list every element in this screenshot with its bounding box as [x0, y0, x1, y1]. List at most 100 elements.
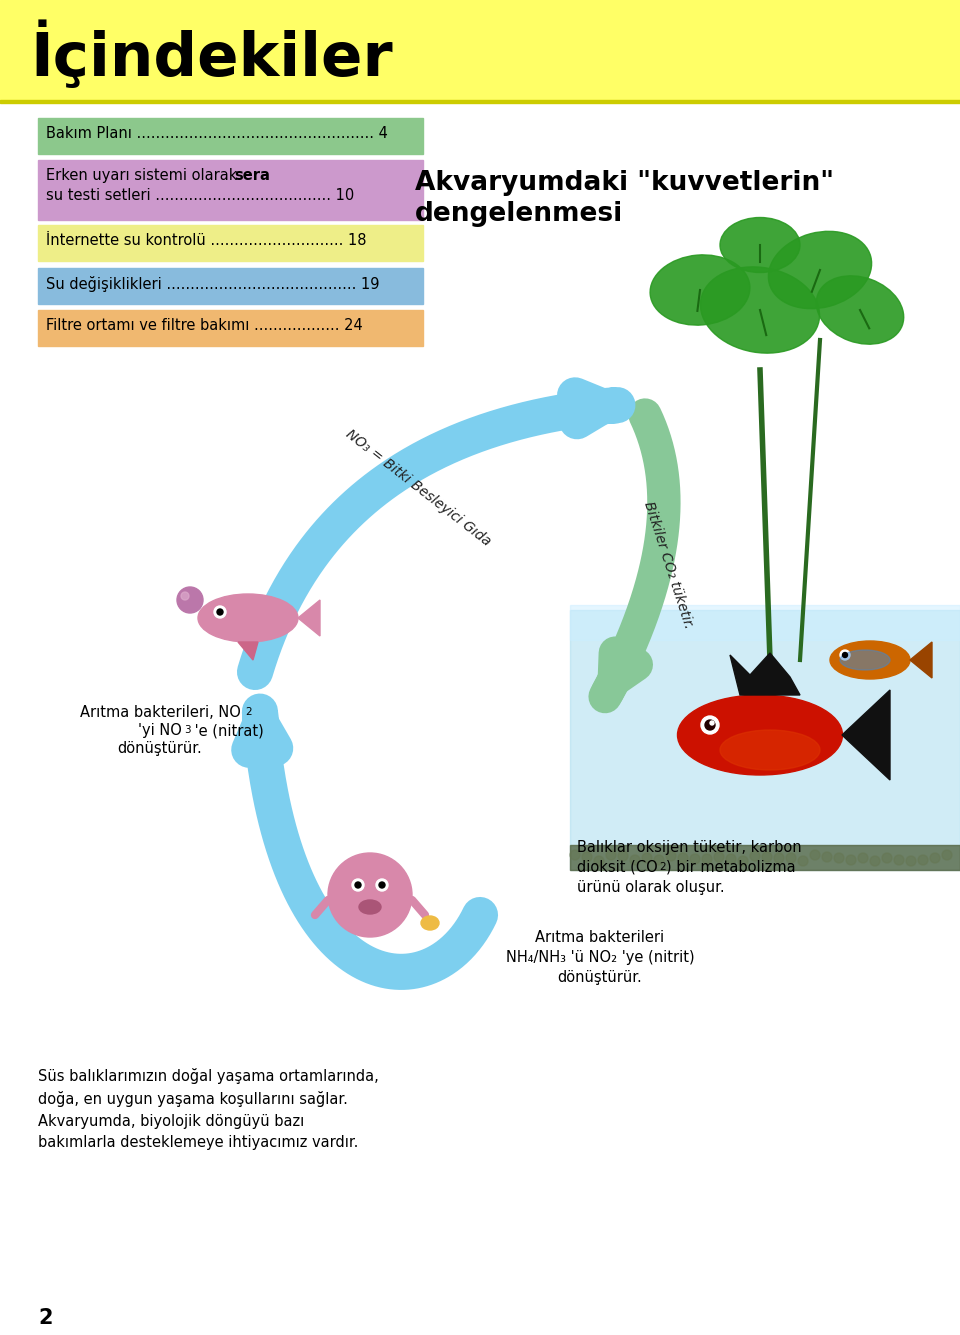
Circle shape [918, 852, 928, 862]
Circle shape [798, 854, 808, 864]
Text: Erken uyarı sistemi olarak: Erken uyarı sistemi olarak [46, 168, 242, 183]
Circle shape [594, 856, 604, 866]
Text: İçindekiler: İçindekiler [30, 21, 393, 89]
Ellipse shape [720, 218, 800, 272]
Circle shape [355, 882, 361, 888]
Text: Arıtma bakterileri: Arıtma bakterileri [536, 930, 664, 945]
Circle shape [181, 591, 189, 599]
Bar [0, 100, 960, 103]
Circle shape [738, 856, 748, 866]
Text: Balıklar oksijen tüketir, karbon: Balıklar oksijen tüketir, karbon [577, 840, 802, 854]
Text: dönüştürür.: dönüştürür. [558, 971, 642, 985]
Text: 2: 2 [38, 1308, 53, 1328]
Text: NO₃ = Bitki Besleyici Gıda: NO₃ = Bitki Besleyici Gıda [343, 427, 493, 549]
Text: Arıtma bakterileri, NO: Arıtma bakterileri, NO [80, 705, 240, 720]
Text: Süs balıklarımızın doğal yaşama ortamlarında,
doğa, en uygun yaşama koşullarını : Süs balıklarımızın doğal yaşama ortamlar… [38, 1068, 379, 1151]
Polygon shape [730, 653, 800, 696]
Bar [38, 117, 423, 154]
Circle shape [214, 606, 226, 618]
Bar [570, 845, 960, 870]
Circle shape [843, 653, 848, 658]
Ellipse shape [840, 650, 890, 670]
Ellipse shape [816, 276, 903, 344]
Ellipse shape [830, 641, 910, 680]
Text: Bakım Planı .................................................. 4: Bakım Planı ............................… [46, 125, 388, 142]
Circle shape [666, 853, 676, 862]
Circle shape [822, 850, 832, 861]
Circle shape [774, 854, 784, 865]
Text: NH₄/NH₃ 'ü NO₂ 'ye (nitrit): NH₄/NH₃ 'ü NO₂ 'ye (nitrit) [506, 951, 694, 965]
Circle shape [701, 716, 719, 734]
Circle shape [942, 853, 952, 862]
Circle shape [714, 856, 724, 866]
Bar [38, 310, 423, 346]
Text: sera: sera [234, 168, 270, 183]
Circle shape [894, 856, 904, 866]
Circle shape [786, 856, 796, 866]
Circle shape [376, 878, 388, 890]
Circle shape [710, 721, 714, 725]
Bar [0, 0, 960, 100]
Text: Filtre ortamı ve filtre bakımı .................. 24: Filtre ortamı ve filtre bakımı .........… [46, 318, 363, 332]
Circle shape [582, 850, 592, 860]
Ellipse shape [678, 696, 843, 776]
Ellipse shape [421, 916, 439, 930]
Text: 2: 2 [245, 708, 252, 717]
Bar [38, 268, 423, 304]
Ellipse shape [650, 255, 750, 326]
Circle shape [352, 878, 364, 890]
Text: dioksit (CO: dioksit (CO [577, 860, 658, 874]
Ellipse shape [701, 267, 820, 354]
Circle shape [882, 850, 892, 861]
Circle shape [750, 854, 760, 864]
Circle shape [606, 856, 616, 866]
Text: ) bir metabolizma: ) bir metabolizma [666, 860, 796, 874]
Ellipse shape [198, 594, 298, 642]
Circle shape [810, 853, 820, 862]
Ellipse shape [720, 730, 820, 770]
Circle shape [846, 856, 856, 866]
Circle shape [705, 720, 715, 730]
Ellipse shape [359, 900, 381, 914]
Text: Akvaryumdaki "kuvvetlerin"
dengelenmesi: Akvaryumdaki "kuvvetlerin" dengelenmesi [415, 170, 834, 227]
Bar [38, 160, 423, 220]
Text: ürünü olarak oluşur.: ürünü olarak oluşur. [577, 880, 725, 894]
Text: İnternette su kontrolü ............................ 18: İnternette su kontrolü .................… [46, 234, 367, 248]
Circle shape [762, 850, 772, 860]
Circle shape [858, 854, 868, 864]
Polygon shape [238, 642, 258, 659]
Circle shape [328, 853, 412, 937]
Circle shape [217, 609, 223, 615]
Circle shape [834, 856, 844, 866]
Text: 'yi NO: 'yi NO [138, 724, 182, 738]
Bar [570, 610, 960, 870]
Circle shape [840, 650, 850, 659]
Polygon shape [842, 690, 890, 780]
Circle shape [906, 854, 916, 865]
Circle shape [726, 850, 736, 860]
Ellipse shape [768, 231, 872, 308]
Circle shape [654, 850, 664, 861]
Polygon shape [298, 599, 320, 635]
Text: Bitkiler CO₂ tüketir.: Bitkiler CO₂ tüketir. [641, 499, 695, 630]
Circle shape [690, 850, 700, 860]
Circle shape [570, 852, 580, 862]
Circle shape [177, 587, 203, 613]
Circle shape [678, 852, 688, 862]
Text: 'e (nitrat): 'e (nitrat) [190, 724, 264, 738]
Text: su testi setleri ..................................... 10: su testi setleri .......................… [46, 188, 354, 203]
Text: 3: 3 [184, 725, 191, 736]
Circle shape [702, 850, 712, 861]
Text: 2: 2 [659, 862, 665, 872]
Circle shape [618, 853, 628, 862]
Text: Su değişiklikleri ........................................ 19: Su değişiklikleri ......................… [46, 276, 379, 292]
Polygon shape [910, 642, 932, 678]
Bar [570, 605, 960, 639]
Circle shape [379, 882, 385, 888]
Circle shape [642, 854, 652, 864]
Circle shape [870, 854, 880, 864]
Circle shape [630, 850, 640, 860]
Circle shape [930, 852, 940, 862]
Bar [38, 226, 423, 262]
Text: dönüştürür.: dönüştürür. [118, 741, 203, 756]
